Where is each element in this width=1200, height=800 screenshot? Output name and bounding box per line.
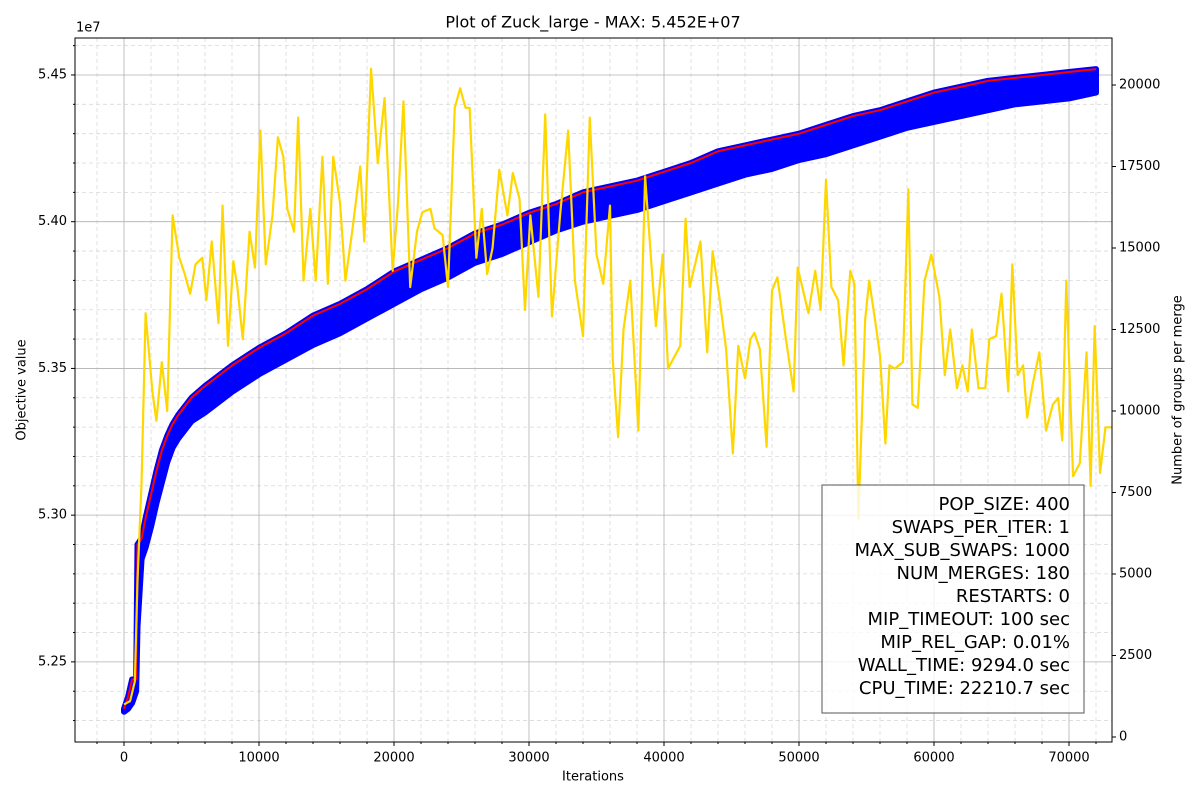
y2-tick-label: 5000 — [1119, 567, 1152, 582]
chart-title: Plot of Zuck_large - MAX: 5.452E+07 — [445, 13, 740, 33]
x-tick-label: 60000 — [913, 751, 954, 766]
x-tick-label: 30000 — [508, 751, 549, 766]
y-tick-label: 5.45 — [38, 67, 67, 82]
x-tick-label: 50000 — [778, 751, 819, 766]
info-line: NUM_MERGES: 180 — [897, 563, 1070, 584]
y2-axis-label: Number of groups per merge — [1171, 295, 1186, 484]
y-offset-label: 1e7 — [76, 21, 101, 36]
y-axis-label: Objective value — [15, 339, 30, 440]
y2-tick-label: 17500 — [1119, 159, 1160, 174]
y2-tick-label: 0 — [1119, 730, 1127, 745]
best-line — [123, 68, 1097, 710]
y2-tick-label: 10000 — [1119, 404, 1160, 419]
info-line: RESTARTS: 0 — [956, 586, 1070, 607]
y-tick-label: 5.35 — [38, 361, 67, 376]
y2-tick-label: 20000 — [1119, 78, 1160, 93]
y-tick-label: 5.40 — [38, 214, 67, 229]
x-tick-label: 70000 — [1048, 751, 1089, 766]
x-tick-label: 40000 — [643, 751, 684, 766]
y2-tick-label: 15000 — [1119, 241, 1160, 256]
info-line: MIP_REL_GAP: 0.01% — [880, 632, 1070, 653]
y2-tick-label: 12500 — [1119, 322, 1160, 337]
x-axis-label: Iterations — [562, 770, 624, 785]
axes-frame — [74, 37, 1113, 743]
x-tick-label: 20000 — [373, 751, 414, 766]
info-line: WALL_TIME: 9294.0 sec — [858, 655, 1070, 676]
info-line: POP_SIZE: 400 — [939, 494, 1070, 515]
info-line: SWAPS_PER_ITER: 1 — [892, 517, 1070, 538]
y-tick-label: 5.25 — [38, 654, 67, 669]
info-line: MAX_SUB_SWAPS: 1000 — [854, 540, 1070, 561]
plot-area — [121, 66, 1112, 715]
x-tick-label: 10000 — [238, 751, 279, 766]
info-line: MIP_TIMEOUT: 100 sec — [868, 609, 1070, 630]
y2-tick-label: 2500 — [1119, 648, 1152, 663]
y2-tick-label: 7500 — [1119, 485, 1152, 500]
info-box — [821, 484, 1085, 714]
y-tick-label: 5.30 — [38, 508, 67, 523]
info-line: CPU_TIME: 22210.7 sec — [859, 678, 1070, 699]
x-tick-label: 0 — [120, 751, 128, 766]
axes: 0 10000 20000 30000 40000 50000 60000 700005.25… — [38, 45, 1160, 766]
merge-size-line — [123, 67, 1112, 706]
